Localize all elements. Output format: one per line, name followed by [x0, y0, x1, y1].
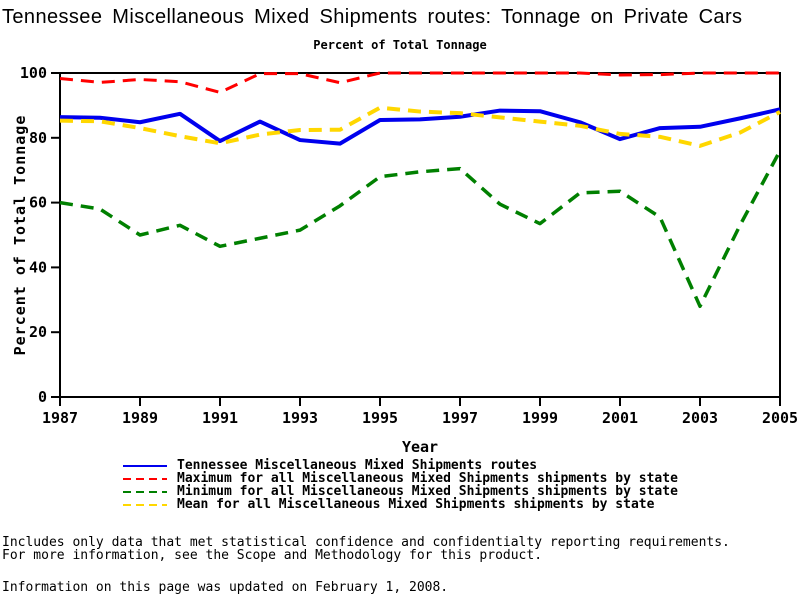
legend-line-sample — [123, 478, 167, 480]
series-line-minimum-by-state — [59, 149, 782, 309]
updated-note: Information on this page was updated on … — [2, 580, 449, 595]
chart-subtitle: Percent of Total Tonnage — [313, 38, 487, 52]
legend-label: Tennessee Miscellaneous Mixed Shipments … — [177, 458, 538, 473]
footnote-line-1: Includes only data that met statistical … — [2, 535, 730, 550]
legend-line-sample — [123, 491, 167, 493]
x-tick-label: 1997 — [442, 409, 478, 427]
legend-label: Minimum for all Miscellaneous Mixed Ship… — [177, 484, 678, 499]
legend-item-minimum-by-state: Minimum for all Miscellaneous Mixed Ship… — [122, 485, 678, 498]
y-tick-label: 0 — [38, 388, 47, 406]
x-tick-label: 1995 — [362, 409, 398, 427]
x-tick-label: 2001 — [602, 409, 638, 427]
chart-title: Tennessee Miscellaneous Mixed Shipments … — [2, 6, 743, 28]
x-axis-label: Year — [401, 438, 439, 456]
y-tick-label: 20 — [29, 323, 47, 341]
y-tick-label: 40 — [29, 258, 47, 276]
legend-line-sample — [123, 465, 167, 467]
footnote-line-2: For more information, see the Scope and … — [2, 548, 543, 563]
plot-frame — [59, 72, 781, 398]
x-tick-label: 1987 — [42, 409, 78, 427]
legend-item-maximum-by-state: Maximum for all Miscellaneous Mixed Ship… — [122, 472, 678, 485]
y-tick-label: 60 — [29, 194, 47, 212]
y-tick-label: 80 — [29, 129, 47, 147]
legend-item-tennessee-routes: Tennessee Miscellaneous Mixed Shipments … — [122, 459, 678, 472]
x-tick-label: 2005 — [762, 409, 798, 427]
x-tick-label: 1999 — [522, 409, 558, 427]
series-line-tennessee-routes — [59, 107, 781, 146]
legend-label: Maximum for all Miscellaneous Mixed Ship… — [177, 471, 678, 486]
legend-label: Mean for all Miscellaneous Mixed Shipmen… — [177, 497, 655, 512]
x-tick-label: 2003 — [682, 409, 718, 427]
y-tick-label: 100 — [20, 64, 47, 82]
series-line-mean-by-state — [59, 105, 781, 148]
chart-legend: Tennessee Miscellaneous Mixed Shipments … — [122, 459, 678, 511]
series-line-maximum-by-state — [59, 71, 780, 94]
legend-line-sample — [123, 504, 167, 506]
x-tick-label: 1991 — [202, 409, 238, 427]
x-tick-label: 1993 — [282, 409, 318, 427]
legend-item-mean-by-state: Mean for all Miscellaneous Mixed Shipmen… — [122, 498, 678, 511]
x-tick-label: 1989 — [122, 409, 158, 427]
